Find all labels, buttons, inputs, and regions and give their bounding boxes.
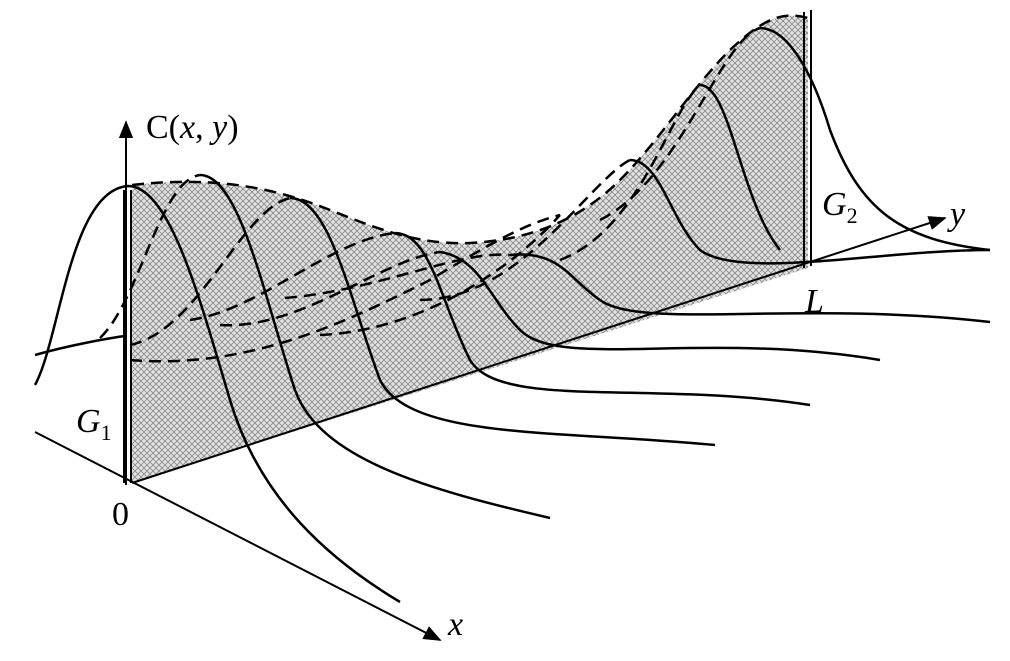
- g2-label: G2: [822, 186, 858, 228]
- length-label: L: [804, 283, 824, 320]
- profiles-back: [99, 26, 761, 363]
- x-axis-label: x: [447, 606, 463, 643]
- y-axis-label: y: [947, 196, 966, 233]
- boundary-g2: [803, 10, 812, 268]
- x-axis: [34, 431, 442, 641]
- g1-label: G1: [76, 403, 112, 445]
- c-label: C(x, y): [146, 109, 239, 146]
- wall: [132, 15, 808, 484]
- origin-label: 0: [112, 496, 129, 533]
- wall-top: [131, 14, 809, 245]
- profiles-front: [33, 26, 991, 604]
